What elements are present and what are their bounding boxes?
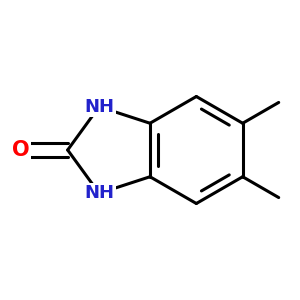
Text: NH: NH [84, 98, 114, 116]
Text: O: O [12, 140, 29, 160]
Text: NH: NH [84, 184, 114, 202]
